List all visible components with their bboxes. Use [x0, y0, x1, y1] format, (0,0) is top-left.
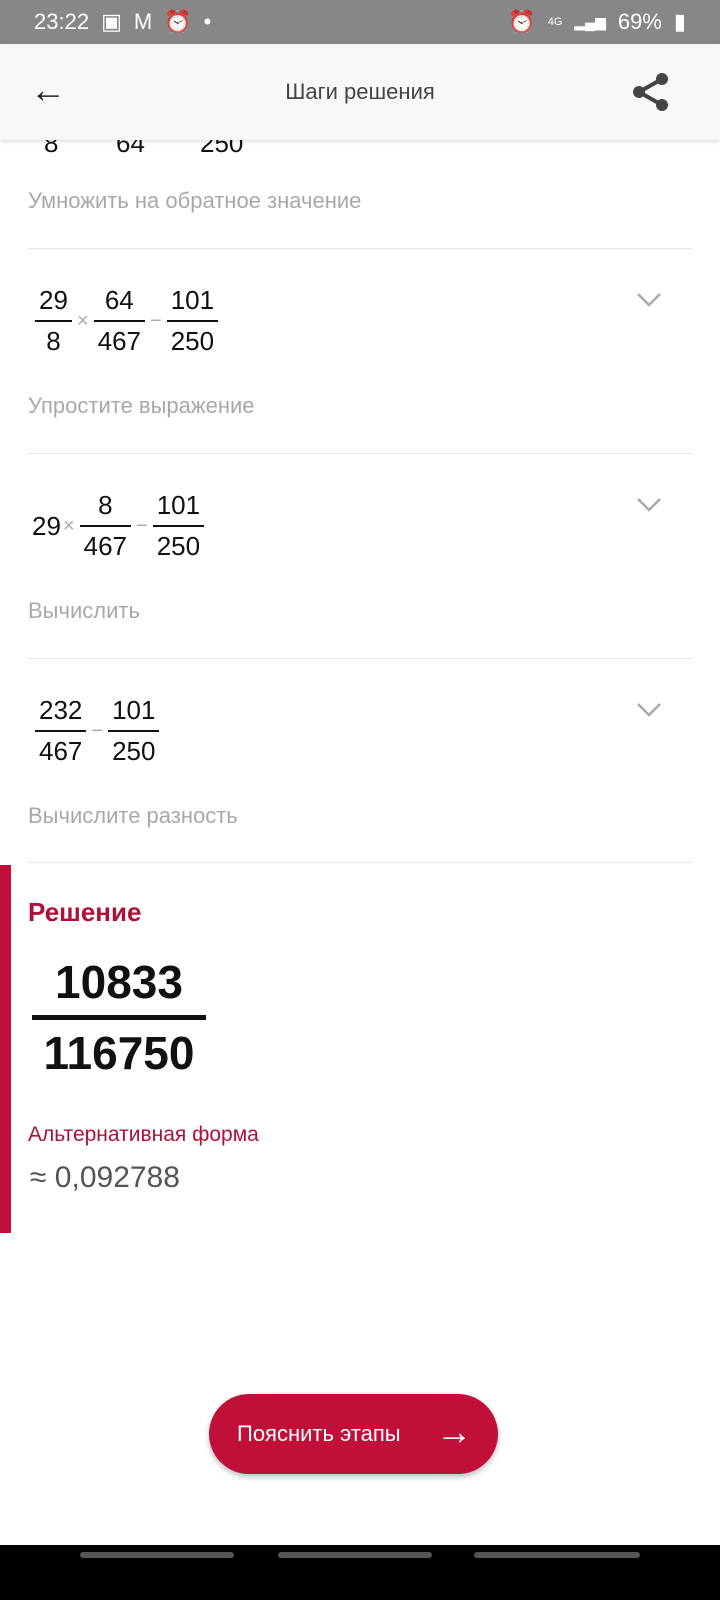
back-arrow-icon[interactable]: ←	[30, 69, 66, 110]
operator: −	[136, 514, 148, 537]
nav-handle[interactable]	[474, 1552, 640, 1558]
numerator: 10833	[55, 956, 183, 1008]
explain-steps-button[interactable]: Пояснить этапы →	[209, 1394, 498, 1474]
gallery-icon: ▣	[101, 9, 122, 34]
divider	[28, 453, 692, 454]
solution-fraction: 10833 116750	[32, 955, 206, 1080]
fraction: 101 250	[152, 490, 205, 562]
step-caption: Упростите выражение	[28, 393, 255, 418]
accent-bar	[0, 865, 11, 1233]
operator: −	[91, 719, 104, 742]
solution-section: Решение 10833 116750 Альтернативная форм…	[0, 865, 720, 1233]
fraction: 101 250	[166, 285, 219, 357]
fraction: 8 467	[79, 490, 131, 562]
step-expression[interactable]: 232 467 − 101 250	[32, 695, 162, 767]
solution-heading: Решение	[28, 897, 142, 927]
alarm-icon: ⏰	[508, 9, 536, 34]
chevron-down-icon[interactable]	[636, 292, 662, 308]
step-caption: Вычислить	[28, 598, 140, 623]
operator: ×	[76, 309, 89, 332]
divider	[28, 862, 692, 863]
step-expression[interactable]: 29 8 × 64 467 − 101 250	[32, 285, 221, 357]
operator: ×	[62, 514, 75, 537]
alternative-form-label: Альтернативная форма	[28, 1123, 259, 1146]
battery-level: 69%	[617, 9, 662, 34]
chevron-down-icon[interactable]	[636, 497, 662, 513]
divider	[28, 248, 692, 249]
divider	[28, 658, 692, 659]
fraction: 232 467	[35, 695, 87, 767]
step-caption: Вычислите разность	[28, 803, 238, 828]
battery-icon: ▮	[673, 9, 686, 34]
share-icon[interactable]	[630, 72, 672, 112]
status-bar: 23:22 ▣ M ⏰ • ⏰ 4G ▂▄▆ 69% ▮	[0, 0, 720, 44]
approximate-value: ≈ 0,092788	[30, 1161, 180, 1194]
integer: 29	[32, 510, 61, 541]
app-header: ← Шаги решения	[0, 44, 720, 140]
clock: 23:22	[34, 9, 90, 34]
page-title: Шаги решения	[285, 79, 435, 104]
system-nav-bar	[0, 1545, 720, 1600]
step-caption: Умножить на обратное значение	[28, 188, 362, 213]
button-label: Пояснить этапы	[237, 1421, 401, 1446]
nav-handle[interactable]	[80, 1552, 234, 1558]
gmail-icon: M	[133, 9, 153, 34]
network-icon: 4G	[547, 16, 563, 28]
denominator: 116750	[32, 1015, 206, 1080]
arrow-right-icon: →	[436, 1411, 472, 1452]
signal-icon: ▂▄▆	[574, 13, 606, 30]
fraction: 29 8	[35, 285, 72, 357]
step-expression[interactable]: 29 × 8 467 − 101 250	[32, 490, 207, 562]
fraction: 101 250	[108, 695, 160, 767]
fraction: 64 467	[93, 285, 145, 357]
alarm-icon: ⏰	[164, 9, 192, 34]
nav-handle[interactable]	[278, 1552, 432, 1558]
operator: −	[150, 309, 162, 332]
dot-icon: •	[203, 9, 212, 34]
chevron-down-icon[interactable]	[636, 702, 662, 718]
